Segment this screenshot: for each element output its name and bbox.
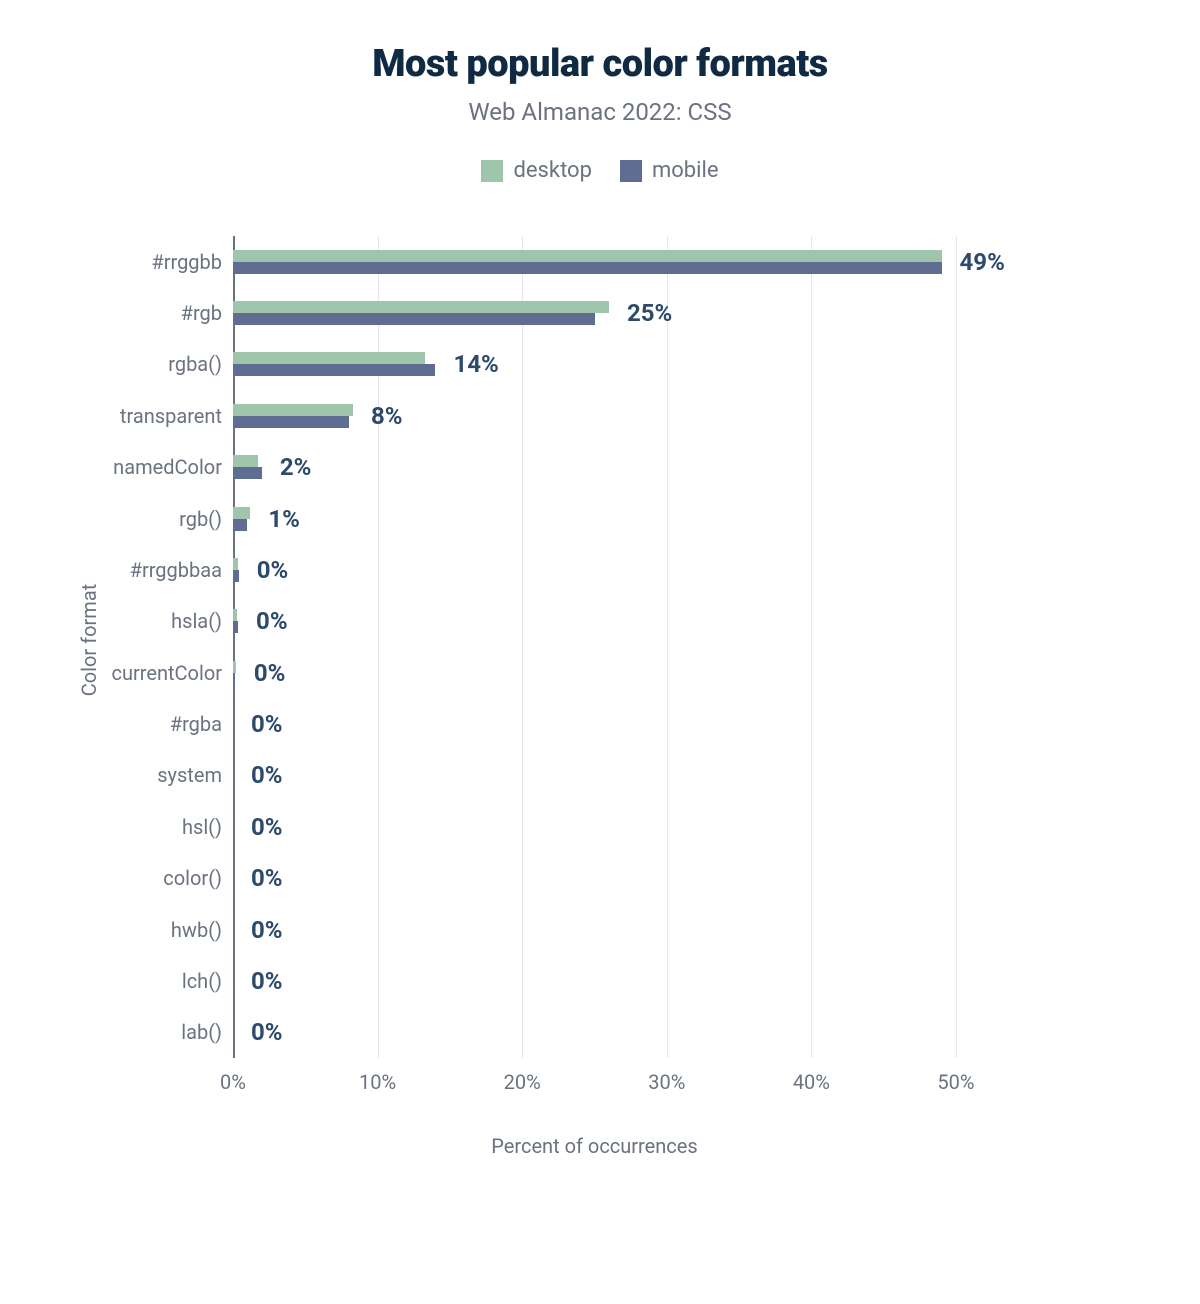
- category-label: hwb(): [171, 918, 222, 942]
- category-label: hsla(): [171, 609, 222, 633]
- chart-subtitle: Web Almanac 2022: CSS: [0, 98, 1200, 126]
- bar-mobile: [233, 467, 262, 479]
- bar-mobile: [233, 519, 247, 531]
- bar-desktop: [233, 661, 236, 673]
- chart-row: [233, 763, 956, 787]
- category-label: transparent: [120, 404, 222, 428]
- x-tick-label: 20%: [504, 1070, 541, 1094]
- category-label: hsl(): [182, 815, 222, 839]
- category-label: lch(): [182, 969, 222, 993]
- legend: desktop mobile: [0, 158, 1200, 183]
- chart-row: [233, 866, 956, 890]
- data-label: 2%: [280, 453, 312, 481]
- data-label: 0%: [254, 659, 286, 687]
- chart-row: [233, 507, 956, 531]
- category-label: namedColor: [113, 455, 222, 479]
- legend-item-mobile: mobile: [620, 158, 719, 183]
- chart-row: [233, 712, 956, 736]
- data-label: 0%: [251, 1018, 283, 1046]
- bar-mobile: [233, 673, 235, 685]
- bar-desktop: [233, 352, 425, 364]
- category-label: system: [157, 763, 222, 787]
- bar-mobile: [233, 313, 595, 325]
- gridline: [956, 236, 957, 1058]
- chart-row: [233, 404, 956, 428]
- data-label: 0%: [251, 813, 283, 841]
- category-label: currentColor: [111, 661, 222, 685]
- data-label: 0%: [251, 916, 283, 944]
- x-axis-title: Percent of occurrences: [233, 1134, 956, 1158]
- x-tick-label: 50%: [937, 1070, 974, 1094]
- chart-row: [233, 918, 956, 942]
- category-label: #rrggbb: [151, 250, 222, 274]
- x-tick-label: 10%: [359, 1070, 396, 1094]
- chart-title: Most popular color formats: [0, 42, 1200, 86]
- chart-row: [233, 558, 956, 582]
- category-label: rgb(): [179, 507, 222, 531]
- bar-mobile: [233, 262, 942, 274]
- data-label: 49%: [960, 248, 1005, 276]
- data-label: 0%: [251, 761, 283, 789]
- plot-area: [233, 236, 956, 1058]
- x-tick-label: 30%: [648, 1070, 685, 1094]
- category-label: rgba(): [168, 352, 222, 376]
- bar-mobile: [233, 570, 239, 582]
- category-label: lab(): [181, 1020, 222, 1044]
- chart-row: [233, 969, 956, 993]
- data-label: 0%: [251, 864, 283, 892]
- bar-desktop: [233, 558, 238, 570]
- chart-row: [233, 250, 956, 274]
- data-label: 0%: [256, 607, 288, 635]
- category-label: #rgba: [170, 712, 222, 736]
- data-label: 0%: [251, 967, 283, 995]
- chart-row: [233, 352, 956, 376]
- bar-mobile: [233, 416, 349, 428]
- bar-desktop: [233, 301, 609, 313]
- bar-desktop: [233, 507, 250, 519]
- bar-mobile: [233, 621, 238, 633]
- data-label: 25%: [627, 299, 672, 327]
- data-label: 8%: [371, 402, 403, 430]
- bar-desktop: [233, 404, 353, 416]
- legend-label-mobile: mobile: [652, 158, 719, 183]
- category-label: color(): [163, 866, 222, 890]
- category-label: #rgb: [181, 301, 222, 325]
- chart-row: [233, 455, 956, 479]
- data-label: 0%: [251, 710, 283, 738]
- chart-row: [233, 1020, 956, 1044]
- legend-swatch-mobile: [620, 160, 642, 182]
- legend-label-desktop: desktop: [513, 158, 591, 183]
- x-tick-label: 40%: [793, 1070, 830, 1094]
- data-label: 14%: [453, 350, 498, 378]
- x-tick-label: 0%: [220, 1070, 246, 1094]
- bar-mobile: [233, 364, 435, 376]
- chart-row: [233, 609, 956, 633]
- data-label: 1%: [268, 505, 300, 533]
- category-label: #rrggbbaa: [130, 558, 222, 582]
- chart-row: [233, 301, 956, 325]
- bar-desktop: [233, 609, 237, 621]
- y-axis-title: Color format: [77, 560, 101, 720]
- chart-row: [233, 661, 956, 685]
- legend-item-desktop: desktop: [481, 158, 591, 183]
- bar-desktop: [233, 455, 258, 467]
- chart-row: [233, 815, 956, 839]
- data-label: 0%: [257, 556, 289, 584]
- bar-desktop: [233, 250, 942, 262]
- legend-swatch-desktop: [481, 160, 503, 182]
